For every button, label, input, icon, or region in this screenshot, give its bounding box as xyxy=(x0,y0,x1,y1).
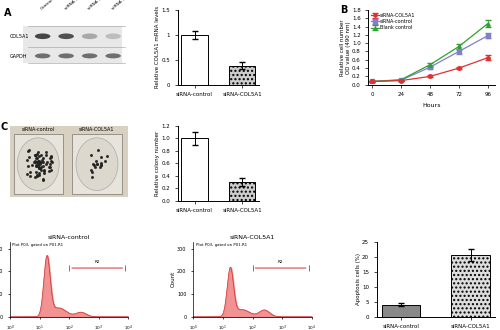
Title: siRNA-COL5A1: siRNA-COL5A1 xyxy=(230,235,275,240)
Title: siRNA-control: siRNA-control xyxy=(48,235,90,240)
Bar xyxy=(23,47,122,63)
Y-axis label: Relative COL5A1 mRNA levels: Relative COL5A1 mRNA levels xyxy=(155,6,160,88)
Ellipse shape xyxy=(76,138,118,190)
Text: siRNA-control: siRNA-control xyxy=(22,127,55,132)
Bar xyxy=(182,35,208,85)
Text: Control: Control xyxy=(40,0,54,11)
Ellipse shape xyxy=(82,53,98,58)
Text: siRNA #1: siRNA #1 xyxy=(64,0,82,11)
Text: R2: R2 xyxy=(278,260,283,264)
Text: GAPDH: GAPDH xyxy=(10,54,28,59)
Bar xyxy=(182,138,208,201)
Bar xyxy=(229,66,256,85)
Y-axis label: Count: Count xyxy=(170,271,175,287)
Ellipse shape xyxy=(106,53,121,58)
X-axis label: Hours: Hours xyxy=(422,103,441,108)
Y-axis label: Apoptosis cells (%): Apoptosis cells (%) xyxy=(356,253,360,305)
Ellipse shape xyxy=(58,33,74,39)
Bar xyxy=(23,26,122,47)
Ellipse shape xyxy=(17,138,59,190)
Text: Plot P03, gated on P01.R1: Plot P03, gated on P01.R1 xyxy=(12,243,64,247)
Ellipse shape xyxy=(82,33,98,39)
Y-axis label: Relative cell number
OD value (490 nm): Relative cell number OD value (490 nm) xyxy=(340,19,350,76)
Ellipse shape xyxy=(35,33,50,39)
Ellipse shape xyxy=(35,53,50,58)
Text: siRNA-COL5A1: siRNA-COL5A1 xyxy=(79,127,114,132)
Bar xyxy=(382,305,420,317)
Ellipse shape xyxy=(58,53,74,58)
Bar xyxy=(229,182,256,201)
Ellipse shape xyxy=(106,33,121,39)
Text: siRNA #2: siRNA #2 xyxy=(87,0,106,11)
Bar xyxy=(452,255,490,317)
Bar xyxy=(72,134,122,194)
Text: Plot P03, gated on P01.R1: Plot P03, gated on P01.R1 xyxy=(196,243,247,247)
Text: R2: R2 xyxy=(94,260,100,264)
Legend: siRNA-COL5A1, siRNA-control, Blank control: siRNA-COL5A1, siRNA-control, Blank contr… xyxy=(371,12,416,31)
Text: B: B xyxy=(340,5,348,16)
Text: C: C xyxy=(0,122,8,132)
Text: COL5A1: COL5A1 xyxy=(10,34,29,39)
Y-axis label: Relative colony number: Relative colony number xyxy=(155,131,160,196)
Text: siRNA #3: siRNA #3 xyxy=(110,0,129,11)
Bar xyxy=(14,134,63,194)
Text: A: A xyxy=(4,8,12,18)
